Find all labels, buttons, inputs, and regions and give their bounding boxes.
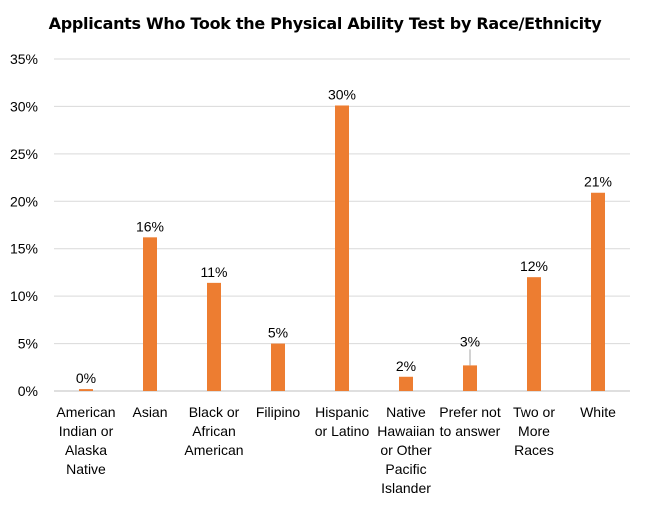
x-tick-label-line: African [192, 423, 236, 439]
y-tick-label: 25% [10, 146, 38, 162]
bar [271, 343, 285, 391]
x-tick-label-line: Alaska [65, 442, 107, 458]
x-tick-label-line: White [580, 404, 616, 420]
bar [463, 365, 477, 391]
x-tick-label-line: Native [386, 404, 426, 420]
y-tick-label: 35% [10, 51, 38, 67]
bar [207, 282, 221, 391]
x-tick-label-line: Indian or [59, 423, 114, 439]
chart-title: Applicants Who Took the Physical Ability… [48, 14, 602, 33]
x-tick-label: Hispanic or Latino [315, 404, 370, 439]
x-tick-label: Filipino [256, 404, 301, 420]
x-tick-label-line: or Other [380, 442, 432, 458]
y-tick-label: 10% [10, 288, 38, 304]
data-label: 12% [520, 258, 548, 274]
data-label: 11% [201, 264, 228, 280]
x-tick-label-line: More [518, 423, 550, 439]
x-tick-label-line: Black or [189, 404, 240, 420]
x-tick-label: Two or More Races [513, 404, 555, 458]
x-tick-label-line: or Latino [315, 423, 370, 439]
x-tick-label-line: Asian [132, 404, 167, 420]
x-tick-label: White [580, 404, 616, 420]
data-label: 5% [268, 325, 288, 341]
x-tick-label-line: Hispanic [315, 404, 369, 420]
x-tick-label-line: Islander [381, 480, 431, 496]
x-tick-label-line: Native [66, 461, 106, 477]
y-tick-label: 20% [10, 193, 38, 209]
bar [335, 105, 349, 391]
x-tick-label-line: American [184, 442, 243, 458]
x-tick-label-line: Pacific [385, 461, 426, 477]
data-label: 3% [460, 333, 480, 349]
y-tick-label: 15% [10, 241, 38, 257]
bar [527, 277, 541, 391]
data-label: 21% [584, 174, 612, 190]
x-tick-label: Asian [132, 404, 167, 420]
data-label: 16% [136, 218, 164, 234]
x-tick-label: American Indian or Alaska Native [56, 404, 115, 477]
x-tick-label-line: to answer [440, 423, 501, 439]
bar [591, 192, 605, 391]
x-tick-label-line: Prefer not [439, 404, 501, 420]
y-tick-label: 5% [18, 336, 38, 352]
y-tick-label: 0% [18, 383, 38, 399]
data-label: 2% [396, 358, 416, 374]
x-tick-label-line: Hawaiian [377, 423, 435, 439]
x-tick-label: Prefer not to answer [439, 404, 501, 439]
x-tick-label: Black or African American [184, 404, 243, 458]
data-label: 30% [328, 86, 356, 102]
x-tick-label-line: American [56, 404, 115, 420]
x-tick-label: Native Hawaiian or Other Pacific Islander [377, 404, 435, 496]
x-tick-label-line: Two or [513, 404, 555, 420]
bar [143, 237, 157, 391]
x-tick-label-line: Races [514, 442, 554, 458]
data-label: 0% [76, 370, 96, 386]
bar [79, 389, 93, 391]
bar [399, 376, 413, 391]
y-tick-label: 30% [10, 98, 38, 114]
x-tick-label-line: Filipino [256, 404, 301, 420]
